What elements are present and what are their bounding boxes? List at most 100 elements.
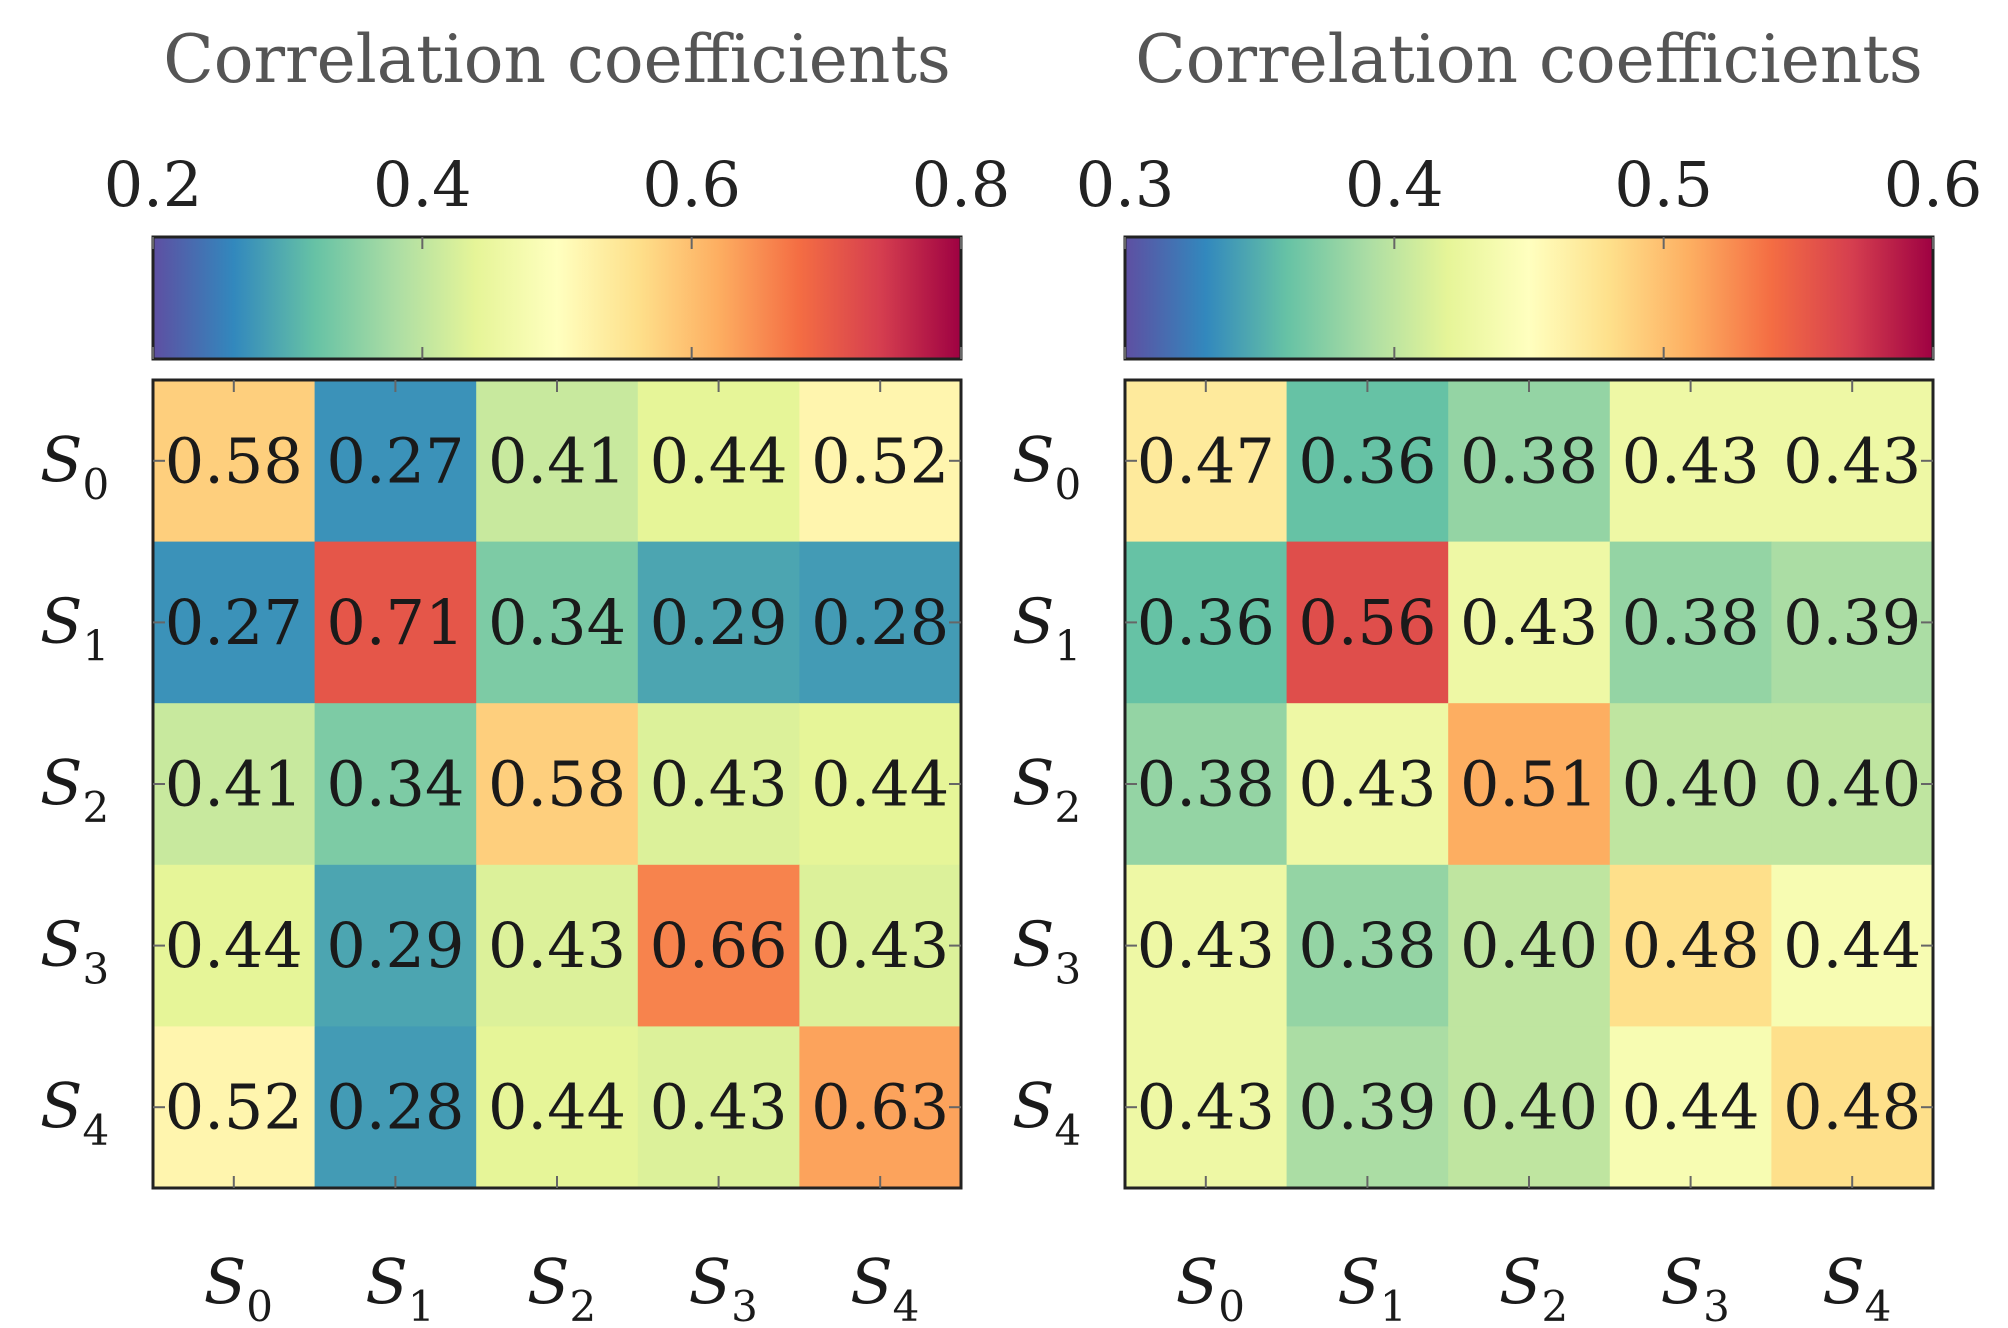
cell-value-label: 0.48 [1622, 909, 1760, 982]
heatmap-cell [1448, 1026, 1611, 1189]
heatmap-panel-0: Correlation coefficients 0.2 0.4 0.6 0.8 0.58… [40, 21, 1010, 1328]
y-tick-label: S3 [40, 908, 109, 994]
heatmap-cell [637, 703, 800, 866]
heatmap-cell [799, 380, 962, 543]
heatmap-cell [799, 1026, 962, 1189]
cell-value-label: 0.38 [1622, 586, 1760, 659]
cell-value-label: 0.44 [488, 1071, 626, 1144]
heatmap-cell [799, 703, 962, 866]
heatmap-cell [1771, 1026, 1934, 1189]
heatmap-cell [1609, 1026, 1772, 1189]
cell-value-label: 0.52 [165, 1071, 303, 1144]
y-tick-label: S4 [1012, 1069, 1081, 1155]
heatmap-cell [476, 1026, 639, 1189]
heatmap-cell [476, 380, 639, 543]
cell-value-label: 0.39 [1783, 586, 1921, 659]
heatmap-cell [314, 864, 477, 1027]
colorbar [1123, 235, 1935, 361]
heatmap-cell [1125, 541, 1288, 704]
x-tick-label: S4 [1822, 1245, 1891, 1328]
x-tick-label: S4 [850, 1245, 919, 1328]
cell-value-label: 0.43 [650, 748, 788, 821]
cell-value-label: 0.27 [165, 586, 303, 659]
x-tick-label: S0 [1176, 1245, 1245, 1328]
heatmap-cell [1448, 864, 1611, 1027]
cell-value-label: 0.40 [1622, 748, 1760, 821]
cell-value-label: 0.48 [1783, 1071, 1921, 1144]
cell-value-label: 0.71 [326, 586, 464, 659]
cell-value-label: 0.43 [1137, 909, 1275, 982]
y-tick-label: S3 [1012, 908, 1081, 994]
cell-value-label: 0.43 [1460, 586, 1598, 659]
cell-value-label: 0.43 [1783, 424, 1921, 497]
heatmap-cell [799, 864, 962, 1027]
cell-value-label: 0.27 [326, 424, 464, 497]
x-tick-label: S1 [365, 1245, 434, 1328]
y-tick-label: S1 [1012, 584, 1081, 670]
cell-value-label: 0.41 [165, 748, 303, 821]
heatmap-cell [476, 864, 639, 1027]
cell-value-label: 0.39 [1298, 1071, 1436, 1144]
cell-value-label: 0.56 [1298, 586, 1436, 659]
heatmap-cell [637, 541, 800, 704]
cell-value-label: 0.40 [1460, 1071, 1598, 1144]
cell-value-label: 0.58 [488, 748, 626, 821]
heatmap-cell [153, 703, 316, 866]
heatmap-cell [1286, 380, 1449, 543]
cell-value-label: 0.43 [811, 909, 949, 982]
cell-value-label: 0.34 [326, 748, 464, 821]
y-tick-label: S0 [1012, 423, 1081, 509]
colorbar-tick-label: 0.4 [1345, 148, 1444, 221]
colorbar-tick-label: 0.5 [1614, 148, 1713, 221]
heatmap-cell [153, 541, 316, 704]
heatmap-cell [1286, 703, 1449, 866]
y-tick-label: S1 [40, 584, 109, 670]
heatmap-cell [153, 864, 316, 1027]
heatmap-cell [1771, 864, 1934, 1027]
heatmap-cell [1771, 380, 1934, 543]
heatmap-cell [1448, 380, 1611, 543]
heatmap-cell [314, 380, 477, 543]
colorbar-tick-label: 0.8 [912, 148, 1011, 221]
heatmap-cell [1448, 541, 1611, 704]
x-tick-label: S1 [1337, 1245, 1406, 1328]
heatmap-cell [1125, 864, 1288, 1027]
heatmap-cell [1286, 541, 1449, 704]
cell-value-label: 0.43 [1298, 748, 1436, 821]
heatmap-cell [799, 541, 962, 704]
cell-value-label: 0.43 [1622, 424, 1760, 497]
heatmap-cell [314, 1026, 477, 1189]
heatmap-cell [1125, 703, 1288, 866]
heatmap-cell [476, 703, 639, 866]
heatmap-cell [1286, 1026, 1449, 1189]
colorbar-tick-label: 0.6 [1884, 148, 1983, 221]
heatmap-panel-1: Correlation coefficients 0.3 0.4 0.5 0.6 0.47… [1012, 21, 1982, 1328]
x-tick-label: S3 [689, 1245, 758, 1328]
x-tick-label: S2 [527, 1245, 596, 1328]
colorbar [151, 235, 963, 361]
heatmap-cell [1609, 864, 1772, 1027]
cell-value-label: 0.58 [165, 424, 303, 497]
chart-title: Correlation coefficients [1135, 21, 1923, 98]
cell-value-label: 0.29 [650, 586, 788, 659]
cell-value-label: 0.41 [488, 424, 626, 497]
cell-value-label: 0.43 [488, 909, 626, 982]
cell-value-label: 0.40 [1783, 748, 1921, 821]
heatmap-cell [153, 1026, 316, 1189]
cell-value-label: 0.28 [326, 1071, 464, 1144]
cell-value-label: 0.44 [811, 748, 949, 821]
heatmap-cell [314, 703, 477, 866]
cell-value-label: 0.44 [650, 424, 788, 497]
colorbar-tick-label: 0.2 [104, 148, 203, 221]
y-tick-label: S2 [1012, 746, 1081, 832]
cell-value-label: 0.43 [650, 1071, 788, 1144]
y-tick-label: S4 [40, 1069, 109, 1155]
cell-value-label: 0.38 [1460, 424, 1598, 497]
x-tick-label: S3 [1661, 1245, 1730, 1328]
x-tick-label: S2 [1499, 1245, 1568, 1328]
heatmap-cell [1771, 703, 1934, 866]
heatmap-cell [637, 380, 800, 543]
cell-value-label: 0.38 [1137, 748, 1275, 821]
colorbar-tick-label: 0.4 [373, 148, 472, 221]
